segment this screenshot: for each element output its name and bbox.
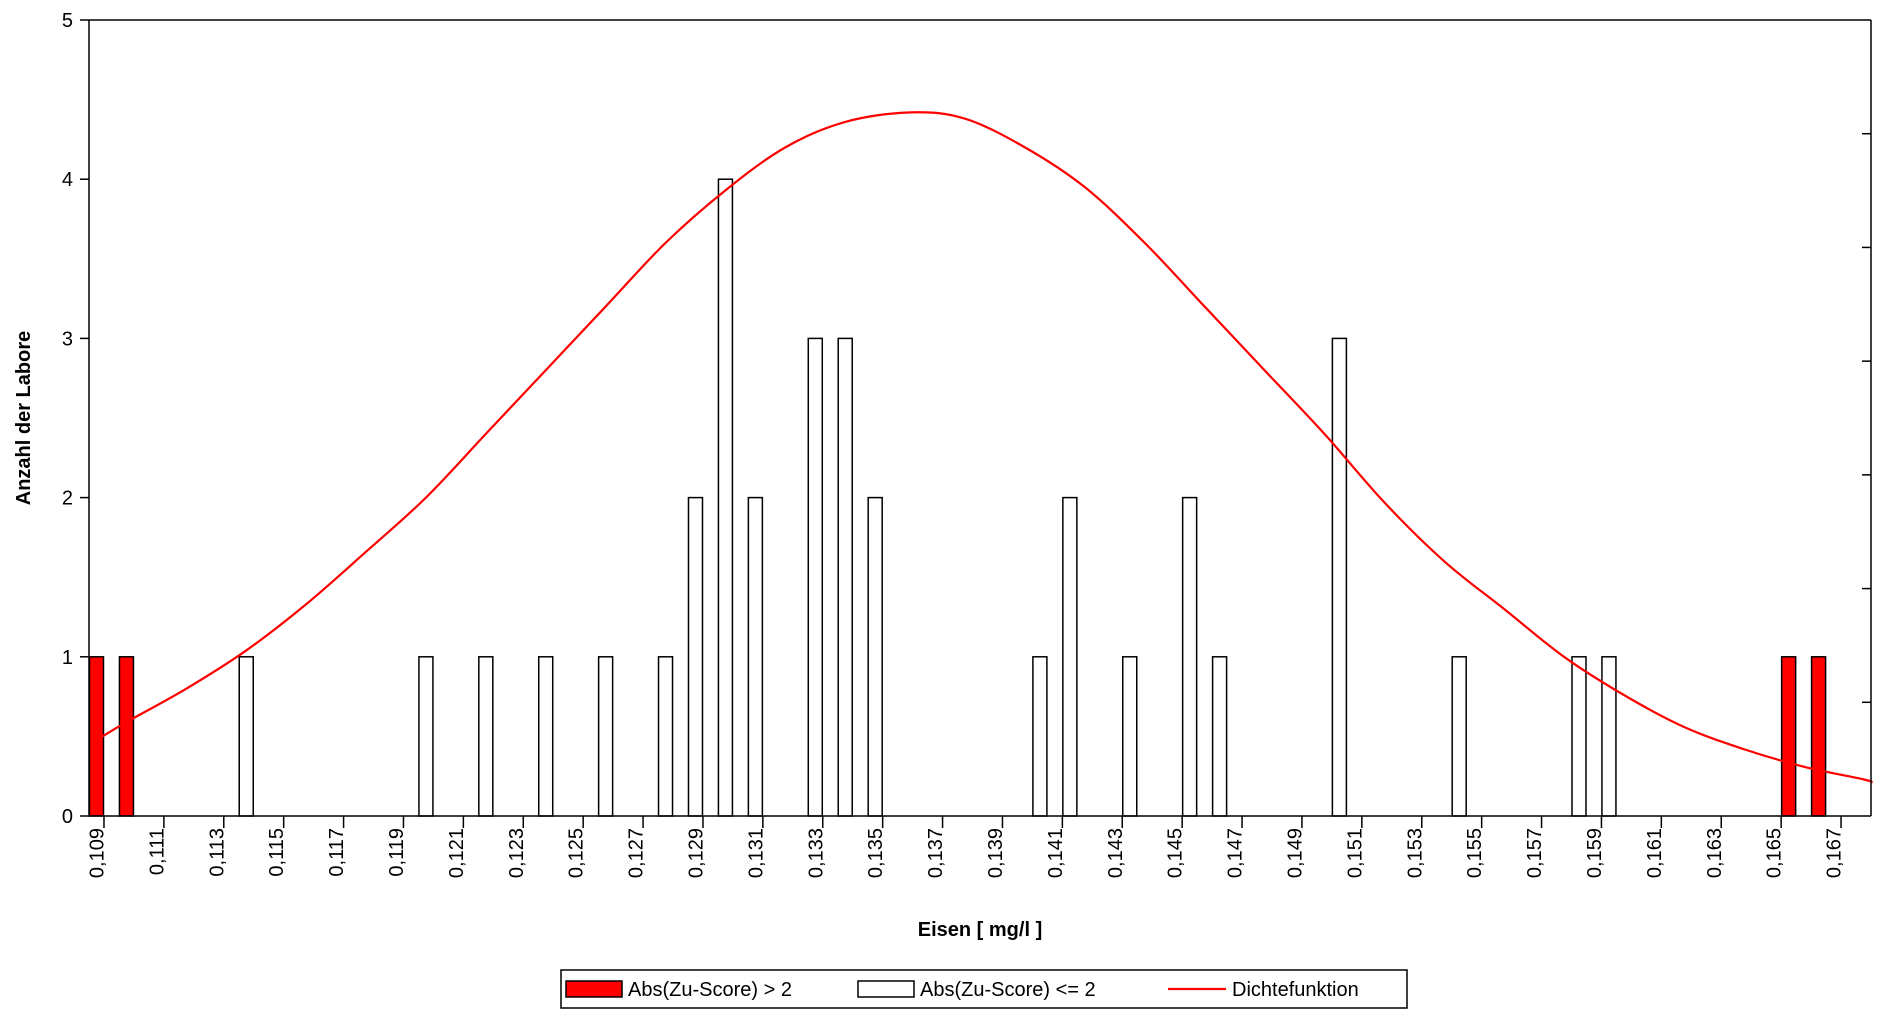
legend-swatch-normal	[857, 980, 915, 998]
x-tick-label-3: 0,115	[266, 828, 288, 877]
x-tick-label-19: 0,147	[1225, 828, 1247, 878]
y-tick-label-1: 1	[62, 647, 73, 669]
bar-normal-14	[1122, 656, 1138, 817]
bar-normal-20	[1601, 656, 1617, 817]
bar-normal-19	[1571, 656, 1587, 817]
y-tick-label-2: 2	[62, 488, 73, 510]
bar-normal-6	[687, 496, 704, 817]
x-tick-label-18: 0,145	[1165, 828, 1187, 878]
bar-normal-7	[717, 178, 734, 817]
legend: Abs(Zu-Score) > 2 Abs(Zu-Score) <= 2 Dic…	[560, 969, 1408, 1009]
x-tick-label-25: 0,159	[1584, 828, 1606, 878]
y-tick-label-5: 5	[62, 10, 73, 32]
bar-normal-13	[1062, 496, 1078, 817]
bar-normal-3	[537, 656, 554, 817]
x-tick-label-28: 0,165	[1764, 828, 1786, 878]
bar-normal-10	[837, 337, 853, 817]
legend-label-normal: Abs(Zu-Score) <= 2	[920, 979, 1096, 1001]
y-tick-label-4: 4	[62, 169, 73, 191]
x-tick-label-12: 0,133	[805, 828, 827, 878]
x-axis-ticks: 0,109 0,111 0,113 0,115 0,117 0,119 0,121 0,123…	[86, 816, 1846, 878]
x-tick-label-8: 0,125	[566, 828, 588, 878]
bar-outlier-3	[1810, 656, 1827, 817]
legend-label-outlier: Abs(Zu-Score) > 2	[628, 979, 792, 1001]
bar-normal-8	[747, 496, 764, 817]
bar-normal-5	[657, 656, 674, 817]
bar-outlier-1	[118, 656, 135, 817]
density-curve	[101, 111, 1874, 784]
bar-outlier-0	[88, 656, 105, 817]
bar-normal-0	[238, 656, 254, 817]
x-tick-label-7: 0,123	[506, 828, 528, 878]
x-tick-label-21: 0,151	[1344, 828, 1366, 878]
x-tick-label-16: 0,141	[1045, 828, 1067, 878]
plot-frame	[88, 19, 1872, 817]
right-axis-ticks	[1862, 132, 1871, 704]
x-tick-label-1: 0,111	[146, 828, 168, 875]
bar-normal-11	[867, 496, 883, 817]
x-tick-label-20: 0,149	[1284, 828, 1306, 878]
bar-normal-2	[478, 656, 494, 817]
x-tick-label-23: 0,155	[1464, 828, 1486, 878]
x-tick-label-22: 0,153	[1404, 828, 1426, 878]
y-axis-ticks: 0 1 2 3 4 5	[62, 10, 89, 828]
legend-label-density: Dichtefunktion	[1232, 979, 1359, 1001]
bar-normal-16	[1211, 656, 1228, 817]
y-tick-label-3: 3	[62, 328, 73, 350]
x-tick-label-15: 0,139	[985, 828, 1007, 878]
bar-normal-18	[1451, 656, 1467, 817]
bar-normal-1	[418, 656, 434, 817]
legend-swatch-outlier	[565, 980, 623, 998]
bar-normal-12	[1032, 656, 1048, 817]
x-tick-label-27: 0,163	[1704, 828, 1726, 878]
x-tick-label-14: 0,137	[925, 828, 947, 878]
bar-normal-17	[1331, 337, 1348, 817]
x-axis-title: Eisen [ mg/l ]	[918, 919, 1042, 941]
x-tick-label-5: 0,119	[386, 828, 408, 877]
x-tick-label-29: 0,167	[1824, 828, 1846, 878]
x-tick-label-9: 0,127	[626, 828, 648, 878]
x-tick-label-4: 0,117	[326, 828, 348, 877]
legend-box	[560, 969, 1408, 1009]
x-tick-label-11: 0,131	[745, 828, 767, 878]
y-tick-label-0: 0	[62, 806, 73, 828]
bar-outlier-2	[1780, 656, 1797, 817]
y-axis-title: Anzahl der Labore	[13, 331, 35, 505]
x-tick-label-2: 0,113	[206, 828, 228, 877]
bar-normal-15	[1181, 496, 1198, 817]
bar-normal-9	[807, 337, 824, 817]
x-tick-label-24: 0,157	[1524, 828, 1546, 878]
x-tick-label-10: 0,129	[685, 828, 707, 878]
x-tick-label-13: 0,135	[865, 828, 887, 878]
x-tick-label-17: 0,143	[1105, 828, 1127, 878]
x-tick-label-0: 0,109	[86, 828, 108, 878]
x-tick-label-26: 0,161	[1644, 828, 1666, 878]
x-tick-label-6: 0,121	[446, 828, 468, 878]
bar-normal-4	[597, 656, 614, 817]
